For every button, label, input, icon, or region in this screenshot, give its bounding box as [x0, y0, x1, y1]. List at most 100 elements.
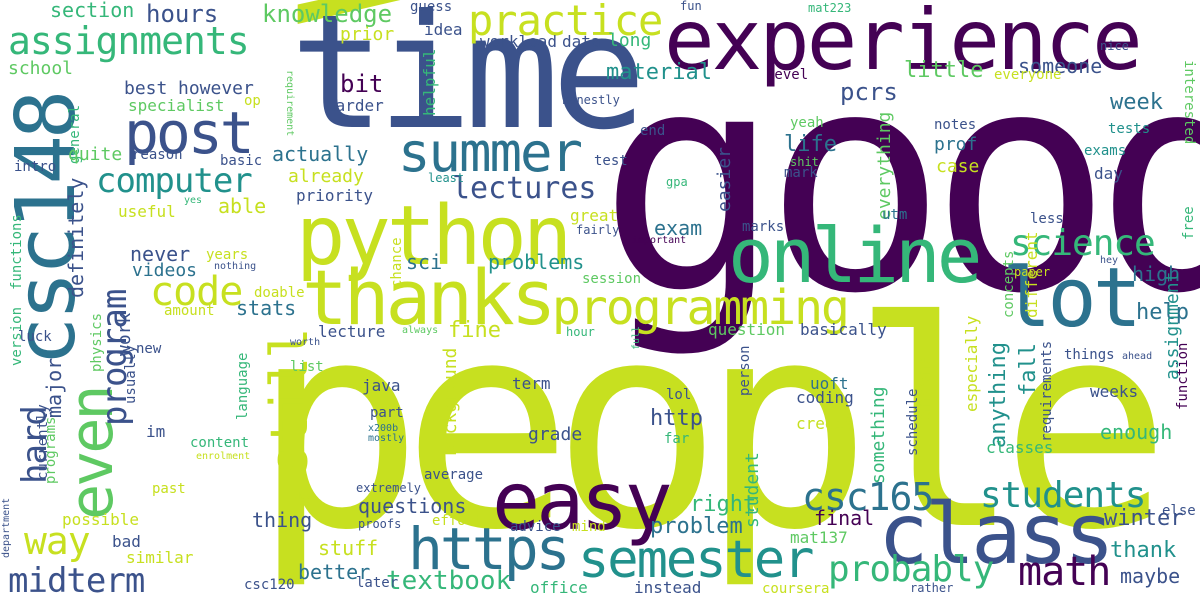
word: person	[737, 345, 753, 396]
word: java	[362, 376, 401, 395]
word: probably	[828, 549, 994, 590]
word: good	[598, 5, 1200, 360]
word: worth	[290, 337, 321, 348]
word: shit	[790, 155, 819, 169]
word: lecture	[318, 322, 386, 341]
word: new	[136, 341, 162, 357]
word: code	[150, 269, 243, 315]
word: hour	[566, 325, 595, 339]
word: least	[428, 171, 465, 185]
word: specialist	[128, 96, 225, 115]
word: anything	[986, 342, 1011, 448]
word: thing	[252, 508, 313, 532]
word: problems	[488, 250, 585, 274]
word: intro	[14, 159, 57, 175]
word: similar	[126, 548, 194, 567]
word: grade	[528, 424, 583, 445]
word: nothing	[214, 261, 257, 272]
word: free	[1181, 206, 1197, 240]
word: post	[124, 99, 255, 167]
word: helpful	[420, 48, 439, 116]
word: years	[206, 247, 249, 263]
word: question	[708, 320, 786, 339]
word: proofs	[358, 517, 402, 531]
word: maybe	[1120, 564, 1181, 588]
word: level	[766, 67, 809, 83]
word: pcrs	[840, 78, 898, 106]
word: knowledge	[262, 0, 393, 28]
word: gpa	[666, 175, 688, 189]
word: extremely	[356, 481, 422, 495]
word: http	[650, 406, 703, 431]
word: due	[294, 491, 313, 502]
word: people	[252, 261, 1172, 593]
word: csc120	[244, 577, 295, 593]
word: marks	[742, 219, 785, 235]
word: full	[631, 325, 642, 350]
word: enough	[1100, 420, 1173, 444]
word: functions	[9, 214, 25, 290]
word: office	[530, 578, 588, 597]
word: paper	[1014, 265, 1051, 279]
word: fun	[680, 0, 702, 13]
word: bit	[340, 70, 384, 98]
word: school	[8, 58, 74, 79]
word: content	[190, 435, 250, 451]
word: hours	[146, 0, 219, 28]
word: right	[690, 492, 757, 517]
word: data	[562, 32, 601, 51]
word: background	[440, 347, 461, 456]
word: online	[728, 211, 983, 300]
word: programming	[552, 280, 850, 336]
word: practice	[468, 0, 663, 45]
word: harder	[326, 96, 384, 115]
word: exam	[654, 216, 703, 240]
word: time	[290, 0, 646, 165]
word: end	[640, 123, 666, 139]
word: sci	[406, 250, 443, 274]
word: exams	[1084, 143, 1127, 159]
word: stuff	[318, 536, 379, 560]
word: hey	[1100, 255, 1119, 266]
word: ahead	[1122, 351, 1153, 362]
word: honestly	[562, 93, 620, 107]
word: student	[742, 452, 763, 528]
word: past	[152, 481, 186, 497]
word: requirements	[1039, 340, 1055, 442]
word: part	[370, 405, 404, 421]
word: assignment	[1162, 271, 1183, 380]
word: high	[1132, 262, 1181, 286]
word: term	[512, 374, 551, 393]
word: prof	[934, 134, 978, 155]
word: average	[424, 467, 484, 483]
word: however	[178, 78, 254, 99]
word: op	[244, 93, 261, 109]
word: case	[936, 156, 980, 177]
word: class	[878, 485, 1115, 583]
word: list	[290, 359, 324, 375]
word: someone	[1018, 54, 1103, 78]
word: advice	[510, 519, 561, 535]
word: uoft	[810, 374, 849, 393]
word: x200b	[368, 423, 399, 434]
word: currently	[35, 404, 51, 480]
word: science	[1010, 223, 1156, 264]
word: easier	[714, 146, 735, 212]
word: computer	[96, 161, 253, 201]
word: great	[570, 206, 619, 225]
word: always	[402, 325, 439, 336]
word: usually	[123, 344, 139, 404]
word: far	[664, 431, 690, 447]
word: doable	[254, 285, 305, 301]
word: lot	[1002, 251, 1142, 346]
word: lectures	[452, 171, 597, 206]
word: coursera	[762, 581, 830, 597]
word: never	[130, 242, 191, 266]
word: mostly	[368, 433, 405, 444]
word: mat223	[808, 1, 852, 15]
word: videos	[132, 260, 198, 281]
word: help	[1136, 300, 1189, 325]
word: language	[235, 352, 251, 420]
word: priority	[296, 186, 374, 205]
word: useful	[118, 202, 176, 221]
